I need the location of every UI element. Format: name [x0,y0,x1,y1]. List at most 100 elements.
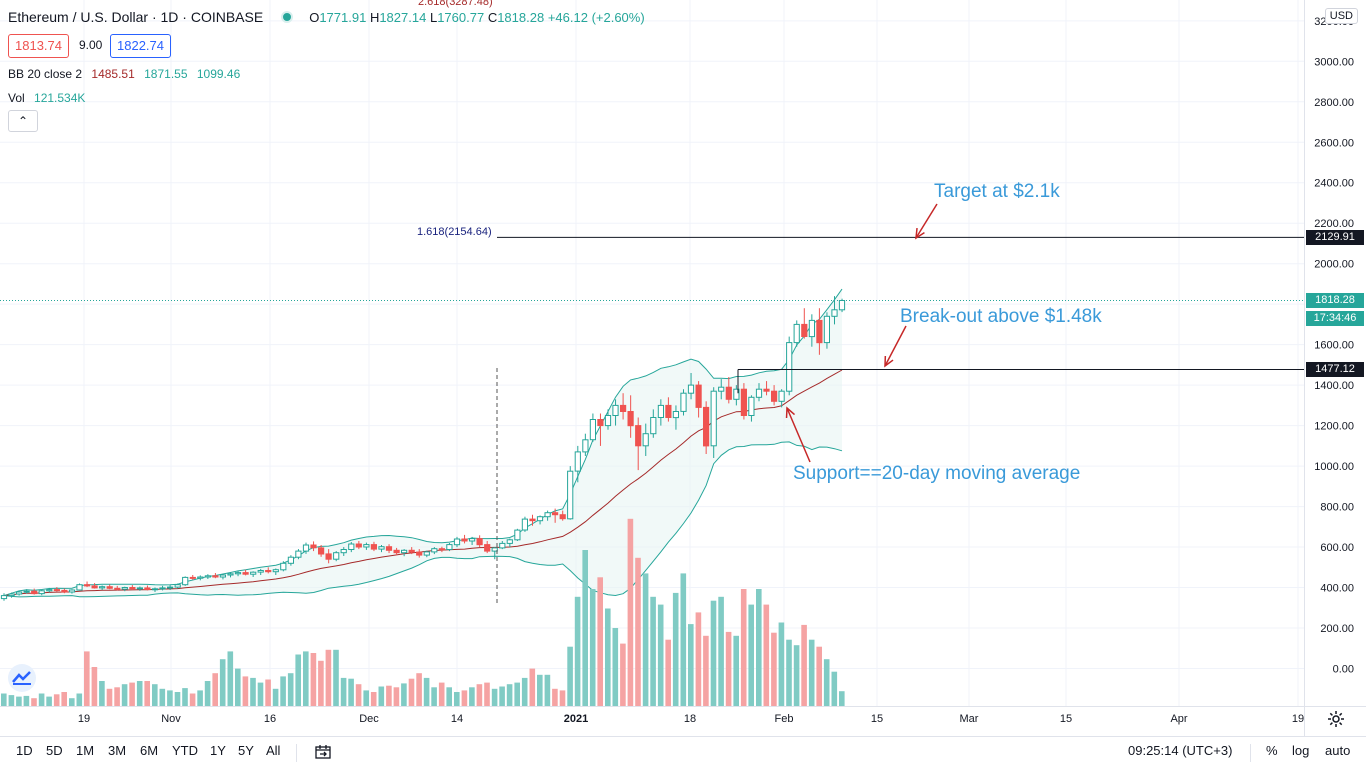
candle-body [0,595,8,600]
candle-body [627,411,634,427]
target-arrow [915,203,938,239]
candle-body [393,549,400,554]
volume-bar [333,649,339,706]
volume-bar [136,681,143,706]
candle-body [763,388,770,392]
candle-body [823,315,830,344]
time-tick-label: Dec [359,713,379,725]
time-tick-label: 19 [1292,713,1304,725]
volume-bar [438,682,445,706]
change-value: +46.12 (+2.60%) [547,9,645,25]
sell-price-button[interactable]: 1813.74 [8,34,69,58]
time-tick-label: 2021 [564,713,588,725]
candle-body [476,538,483,546]
volume-bar [597,577,603,706]
volume-bar [635,557,641,706]
candle-body [725,386,732,400]
timeframe-all[interactable]: All [266,743,281,758]
log-scale-toggle[interactable]: log [1292,743,1310,758]
volume-bar [408,678,415,706]
candle-body [604,415,612,427]
candle-body [23,590,30,593]
clipped-fib-label: 2.618(3287.48) [418,0,493,8]
annotation-support: Support==20-day moving average [793,463,1081,484]
timeframe-5d[interactable]: 5D [46,743,63,758]
clock-readout[interactable]: 09:25:14 (UTC+3) [1128,743,1233,758]
auto-scale-toggle[interactable]: auto [1325,743,1351,758]
volume-bar [310,653,317,706]
volume-bar [725,631,732,706]
volume-bar [469,687,475,706]
volume-bar [355,684,362,706]
volume-bar [816,646,822,706]
candle-body [687,384,695,394]
candle-body [710,390,717,447]
volume-bar [733,635,739,706]
volume-bar [303,651,309,706]
timeframe-5y[interactable]: 5Y [238,743,254,758]
candle-body [703,406,710,447]
collapse-legend-button[interactable]: ⌃ [8,110,38,132]
price-tick-label: 2800.00 [1314,97,1354,109]
candle-body [114,587,121,590]
candle-body [136,587,144,590]
volume-bar [38,693,45,706]
bb-indicator-legend[interactable]: BB 20 close 2 1485.51 1871.55 1099.46 [8,67,240,81]
timeframe-1m[interactable]: 1M [76,743,95,758]
volume-indicator-legend[interactable]: Vol 121.534K [8,91,85,105]
price-tick-label: 2400.00 [1314,178,1354,190]
volume-bar [839,691,845,706]
candle-body [567,470,574,520]
timeframe-1d[interactable]: 1D [16,743,33,758]
bb-lower-value: 1099.46 [196,67,241,81]
volume-bar [703,635,709,706]
candle-body [786,342,793,392]
volume-bar [748,604,754,706]
candle-body [378,546,385,550]
candle-body [121,587,128,590]
candle-body [167,586,174,589]
timeframe-6m[interactable]: 6M [140,743,159,758]
timeframe-1y[interactable]: 1Y [210,743,226,758]
price-tick-label: 2000.00 [1314,259,1354,271]
volume-bar [325,649,332,706]
price-tick-label: 3000.00 [1314,56,1354,68]
candle-body [219,574,227,578]
candle-body [257,570,264,573]
candle-body [552,512,559,516]
time-tick-label: Mar [960,713,979,725]
settings-gear-icon[interactable] [1326,709,1346,729]
candle-body [529,518,536,522]
candle-body [499,542,506,549]
chart-header: Ethereum / U.S. Dollar · 1D · COINBASE O… [8,9,645,25]
currency-badge[interactable]: USD [1324,8,1358,24]
low-value: 1760.77 [437,9,485,25]
candle-body [159,587,166,590]
buy-price-button[interactable]: 1822.74 [110,34,171,58]
candle-body [665,404,672,418]
bollinger-basis-line [3,369,843,597]
price-tick-label: 800.00 [1320,502,1354,514]
candle-body [302,544,310,552]
volume-bar [763,604,770,706]
toolbar-divider-2 [1250,744,1251,762]
candle-body [657,404,664,418]
tradingview-logo-icon[interactable] [8,664,36,692]
timeframe-3m[interactable]: 3M [108,743,127,758]
candle-body [521,518,528,531]
candle-body [597,419,604,427]
date-range-icon[interactable] [314,743,332,766]
candle-body [778,390,785,402]
close-label: C [487,9,498,25]
volume-bar [612,628,619,706]
candle-body [733,388,740,400]
fib-level-label: 1.618(2154.64) [417,226,492,238]
volume-bar [53,694,60,706]
timeframe-ytd[interactable]: YTD [172,743,198,758]
symbol-title[interactable]: Ethereum / U.S. Dollar · 1D · COINBASE [8,9,264,25]
percent-scale-toggle[interactable]: % [1266,743,1278,758]
volume-bar [8,695,15,706]
candle-body [740,388,747,417]
volume-bar [363,690,369,706]
